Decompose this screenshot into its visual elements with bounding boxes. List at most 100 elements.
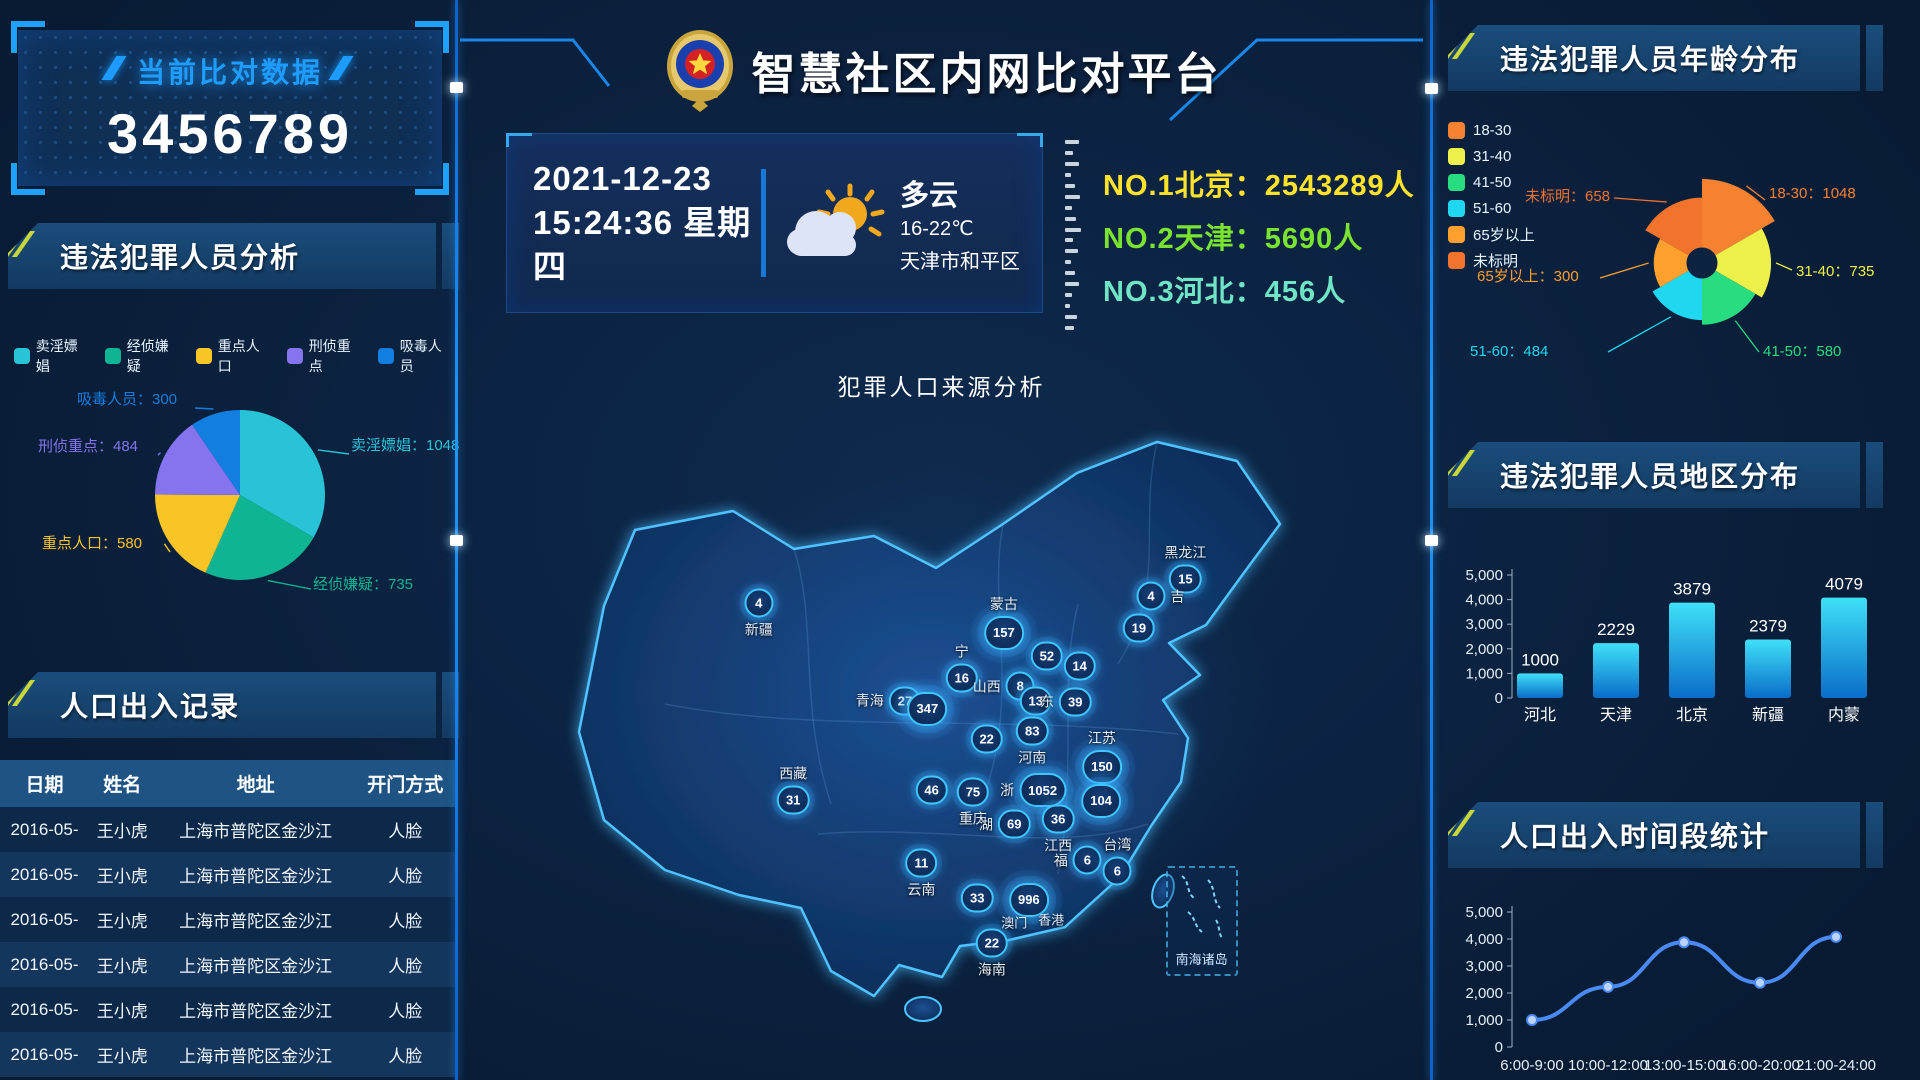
map-marker[interactable]: 52	[1030, 641, 1064, 671]
crime-pie-legend: 卖淫嫖娼 经侦嫌疑 重点人口 刑侦重点 吸毒人员	[14, 336, 455, 376]
table-row[interactable]: 2016-05- 王小虎 上海市普陀区金沙江 人脸	[0, 987, 455, 1032]
legend-item[interactable]: 卖淫嫖娼	[14, 336, 91, 376]
table-row[interactable]: 2016-05- 王小虎 上海市普陀区金沙江 人脸	[0, 897, 455, 942]
bar-新疆[interactable]	[1745, 639, 1791, 698]
legend-item[interactable]: 31-40	[1448, 147, 1535, 165]
pie-slice-卖淫嫖娼[interactable]	[240, 410, 326, 538]
legend-label: 重点人口	[217, 338, 260, 374]
legend-item[interactable]: 65岁以上	[1448, 225, 1535, 244]
map-marker[interactable]: 33	[961, 883, 994, 913]
ranking-label: NO.1北京：	[1103, 170, 1265, 202]
datetime-weather-panel: 2021-12-23 15:24:36 星期四	[506, 133, 1043, 313]
table-body: 2016-05- 王小虎 上海市普陀区金沙江 人脸 2016-05- 王小虎 上海市普陀区金…	[0, 807, 455, 1077]
table-cell: 上海市普陀区金沙江	[179, 1047, 333, 1066]
bar-内蒙[interactable]	[1821, 597, 1867, 698]
corner-bracket-icon	[506, 133, 532, 147]
table-cell: 上海市普陀区金沙江	[179, 1002, 333, 1021]
corner-bracket-icon	[11, 21, 45, 53]
police-badge-icon	[666, 30, 733, 112]
map-marker[interactable]: 11 云南	[905, 848, 938, 898]
current-date: 2021-12-23	[533, 160, 712, 197]
map-marker[interactable]: 22	[970, 724, 1003, 754]
map-marker[interactable]: 31 西藏	[776, 766, 810, 815]
panel-header-age: 违法犯罪人员年龄分布	[1448, 25, 1860, 91]
rose-petal-41-50[interactable]	[1702, 263, 1756, 325]
table-row[interactable]: 2016-05- 王小虎 上海市普陀区金沙江 人脸	[0, 1032, 455, 1077]
map-marker[interactable]: 22 海南	[975, 928, 1009, 978]
map-marker[interactable]: 6 台湾	[1102, 836, 1132, 886]
map-province-label: 香港	[1038, 912, 1065, 928]
table-cell: 人脸	[388, 1047, 423, 1066]
legend-label: 65岁以上	[1473, 226, 1535, 244]
svg-text:河北: 河北	[1524, 706, 1556, 724]
map-marker[interactable]: 347	[907, 691, 948, 726]
map-province-label: 青海	[855, 692, 884, 709]
pie-slice-重点人口[interactable]	[155, 494, 240, 573]
svg-text:10:00-12:00: 10:00-12:00	[1568, 1057, 1648, 1074]
rose-petal-51-60[interactable]	[1652, 263, 1702, 321]
ruler-tick	[1065, 194, 1080, 199]
bar-北京[interactable]	[1669, 602, 1715, 698]
map-marker[interactable]: 157 蒙古	[984, 596, 1024, 650]
map-marker[interactable]: 16 宁	[945, 644, 978, 693]
map-marker-bubble: 36	[1041, 804, 1075, 834]
map-marker[interactable]: 150 江苏	[1082, 730, 1122, 784]
map-marker[interactable]: 15 黑龙江	[1164, 545, 1206, 594]
map-marker[interactable]: 75 重庆	[956, 777, 990, 827]
svg-text:3879: 3879	[1673, 580, 1711, 599]
rose-petal-18-30[interactable]	[1702, 179, 1775, 263]
legend-item[interactable]: 41-50	[1448, 173, 1535, 191]
map-marker-bubble: 4	[744, 588, 774, 618]
svg-text:天津: 天津	[1600, 706, 1632, 724]
map-marker[interactable]: 996	[1008, 882, 1049, 917]
map-marker[interactable]: 36 江西	[1041, 804, 1075, 854]
svg-text:2,000: 2,000	[1465, 641, 1503, 658]
map-marker[interactable]: 4 新疆	[744, 588, 774, 638]
pie-slice-刑侦重点[interactable]	[155, 424, 240, 495]
map-marker[interactable]: 1052 浙	[1000, 773, 1067, 808]
map-marker[interactable]: 69 湖	[979, 809, 1031, 839]
pie-slice-吸毒人员[interactable]	[192, 410, 240, 495]
rose-petal-65岁以上[interactable]	[1653, 238, 1702, 288]
ruler-tick	[1065, 140, 1079, 144]
ruler-tick	[1065, 304, 1070, 309]
table-row[interactable]: 2016-05- 王小虎 上海市普陀区金沙江 人脸	[0, 852, 455, 897]
legend-item[interactable]: 刑侦重点	[287, 336, 364, 376]
legend-item[interactable]: 51-60	[1448, 199, 1535, 217]
panel-header-tab	[1866, 442, 1883, 508]
panel-header-tab	[442, 223, 459, 289]
left-divider	[450, 0, 463, 1080]
legend-item[interactable]: 经侦嫌疑	[105, 336, 182, 376]
map-province-label: 西藏	[779, 765, 808, 782]
map-marker[interactable]: 83 河南	[1016, 716, 1049, 765]
rose-petal-31-40[interactable]	[1702, 228, 1772, 298]
map-marker[interactable]: 19	[1122, 613, 1156, 643]
bar-天津[interactable]	[1593, 643, 1639, 698]
stat-title-row: 当前比对数据	[101, 51, 354, 91]
map-marker-bubble: 6	[1102, 856, 1132, 886]
table-row[interactable]: 2016-05- 王小虎 上海市普陀区金沙江 人脸	[0, 807, 455, 852]
legend-item[interactable]: 18-30	[1448, 121, 1535, 139]
map-marker[interactable]: 13	[1019, 686, 1052, 716]
bar-河北[interactable]	[1517, 673, 1563, 698]
map-marker[interactable]: 104	[1081, 783, 1121, 818]
map-province-label: 黑龙江	[1164, 544, 1207, 561]
map-marker[interactable]: 46	[915, 775, 948, 805]
legend-item[interactable]: 未标明	[1448, 251, 1535, 270]
legend-item[interactable]: 吸毒人员	[378, 336, 455, 376]
stat-title: 当前比对数据	[136, 56, 323, 88]
map-marker[interactable]: 27 青海	[856, 686, 922, 716]
map-marker-bubble: 75	[956, 777, 990, 807]
map-province-label: 江西	[1044, 837, 1073, 854]
ruler-tick	[1065, 260, 1071, 265]
legend-item[interactable]: 重点人口	[196, 336, 273, 376]
table-column-header: 日期	[0, 760, 89, 807]
divider-knob	[1425, 535, 1438, 546]
map-marker[interactable]: 14	[1063, 651, 1096, 681]
table-row[interactable]: 2016-05- 王小虎 上海市普陀区金沙江 人脸	[0, 942, 455, 987]
map-marker[interactable]: 39 东	[1040, 687, 1092, 717]
rose-petal-未标明[interactable]	[1645, 197, 1702, 263]
pie-slice-经侦嫌疑[interactable]	[205, 495, 314, 580]
